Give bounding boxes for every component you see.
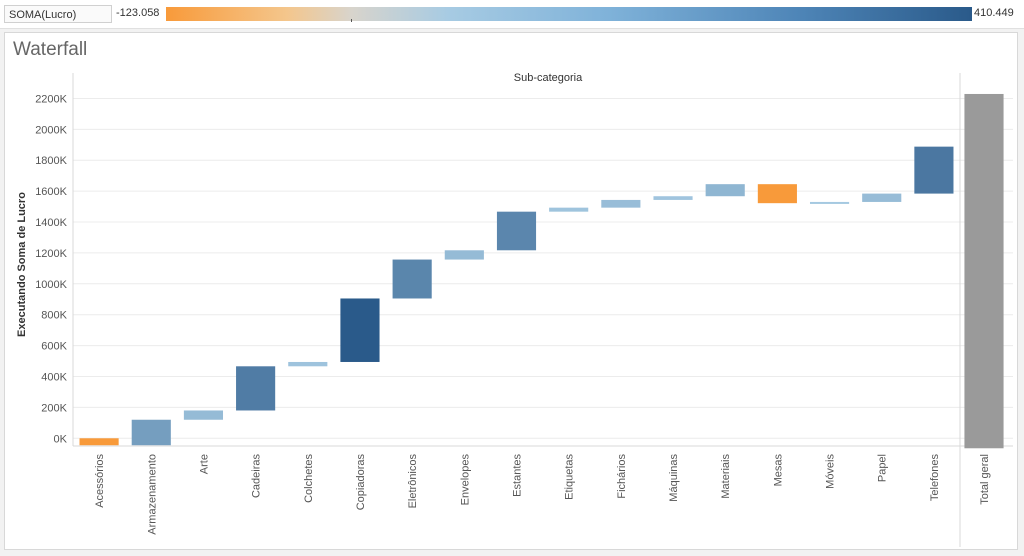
y-tick-label: 1800K bbox=[35, 155, 67, 167]
waterfall-bar bbox=[705, 184, 745, 197]
waterfall-bar bbox=[79, 438, 119, 446]
worksheet-title: Waterfall bbox=[13, 39, 88, 60]
x-tick-label: Cadeiras bbox=[251, 454, 263, 499]
y-tick-label: 400K bbox=[41, 371, 67, 383]
waterfall-bar bbox=[496, 211, 537, 251]
x-tick-label: Materiais bbox=[720, 454, 732, 499]
y-tick-label: 200K bbox=[41, 402, 67, 414]
x-axis-header: Sub-categoria bbox=[514, 72, 583, 84]
y-tick-label: 1600K bbox=[35, 186, 67, 198]
waterfall-bar bbox=[653, 196, 693, 200]
y-tick-label: 800K bbox=[41, 310, 67, 322]
x-tick-label: Mesas bbox=[772, 454, 784, 487]
color-legend: SOMA(Lucro) -123.058 410.449 bbox=[0, 0, 1024, 29]
y-tick-label: 600K bbox=[41, 341, 67, 353]
x-tick-label: Etiquetas bbox=[564, 454, 576, 500]
worksheet-panel: Waterfall Sub-categoria 0K 200K 400K 600K 800… bbox=[4, 32, 1018, 550]
waterfall-bar bbox=[236, 366, 276, 411]
waterfall-bar bbox=[809, 201, 850, 204]
waterfall-bar bbox=[340, 298, 380, 362]
x-tick-label: Armazenamento bbox=[146, 454, 158, 535]
waterfall-bar bbox=[392, 259, 432, 299]
total-bar bbox=[964, 93, 1004, 449]
y-tick-label: 1400K bbox=[35, 217, 67, 229]
x-tick-label: Móveis bbox=[825, 454, 837, 489]
x-tick-label: Acessórios bbox=[94, 454, 106, 508]
x-tick-label: Fichários bbox=[616, 454, 628, 499]
y-tick-label: 1000K bbox=[35, 279, 67, 291]
legend-zero-marker bbox=[351, 19, 352, 22]
waterfall-chart: Sub-categoria 0K 200K 400K 600K 800K 1000K 1200… bbox=[16, 72, 1013, 547]
x-tick-label: Envelopes bbox=[459, 454, 471, 506]
waterfall-bar bbox=[757, 184, 797, 204]
y-tick-label: 2000K bbox=[35, 124, 67, 136]
y-tick-label: 0K bbox=[54, 433, 68, 445]
x-tick-label: Telefones bbox=[929, 454, 941, 502]
waterfall-bar bbox=[914, 146, 954, 194]
x-tick-label: Máquinas bbox=[668, 454, 680, 502]
waterfall-bar bbox=[444, 250, 484, 260]
legend-gradient bbox=[166, 7, 972, 21]
x-tick-label: Copiadoras bbox=[355, 454, 367, 511]
x-tick-label: Arte bbox=[198, 454, 210, 474]
x-tick-label: Estantes bbox=[512, 454, 524, 497]
total-label: Total geral bbox=[979, 454, 991, 505]
x-tick-label: Papel bbox=[877, 454, 889, 482]
x-tick-label: Colchetes bbox=[303, 454, 315, 503]
waterfall-bar bbox=[601, 199, 641, 208]
y-axis-label: Executando Soma de Lucro bbox=[16, 192, 28, 337]
legend-max-value: 410.449 bbox=[974, 7, 1014, 19]
y-tick-label: 1200K bbox=[35, 248, 67, 260]
waterfall-bar bbox=[288, 361, 328, 367]
y-tick-label: 2200K bbox=[35, 93, 67, 105]
legend-field-label[interactable]: SOMA(Lucro) bbox=[4, 5, 112, 23]
legend-min-value: -123.058 bbox=[116, 7, 160, 19]
waterfall-bar bbox=[131, 419, 171, 446]
waterfall-bar bbox=[549, 207, 589, 212]
x-tick-label: Eletrônicos bbox=[407, 454, 419, 509]
waterfall-bar bbox=[862, 193, 902, 202]
waterfall-bar bbox=[183, 410, 224, 420]
